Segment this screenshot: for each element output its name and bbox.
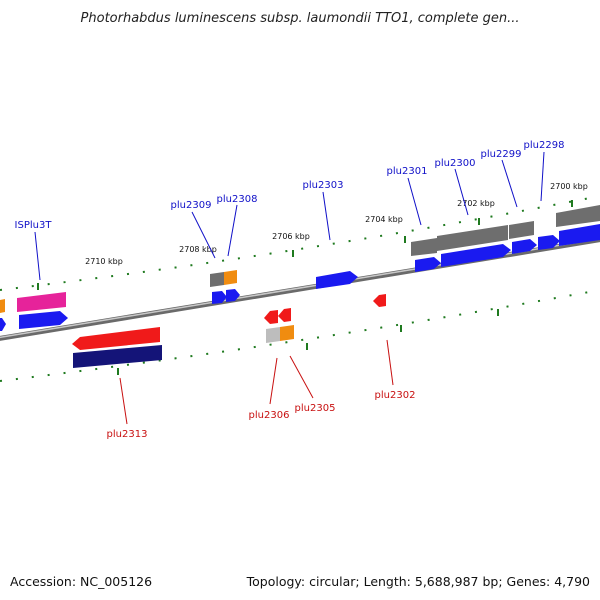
scale-label-2710: 2710 kbp [85,257,123,266]
scale-label-2708: 2708 kbp [179,245,217,254]
gene-label-plu2300[interactable]: plu2300 [435,158,476,169]
gene-label-plu2308[interactable]: plu2308 [217,194,258,205]
gene-label-isplu3t[interactable]: ISPlu3T [15,220,53,231]
gene-plu2300[interactable] [441,244,511,267]
gene-label-plu2299[interactable]: plu2299 [481,149,522,160]
gene-label-plu2306[interactable]: plu2306 [249,410,290,421]
scale-label-2702: 2702 kbp [457,199,495,208]
gene-plu2309-gray[interactable] [210,272,224,287]
gene-plu2300-gray[interactable] [437,225,508,251]
gene-label-plu2313[interactable]: plu2313 [107,429,148,440]
gene-plu2313-navy[interactable] [73,345,162,368]
scale-label-2706: 2706 kbp [272,232,310,241]
gene-label-plu2309[interactable]: plu2309 [171,200,212,211]
gene-label-plu2298[interactable]: plu2298 [524,140,565,151]
gene-left-orange[interactable] [0,299,5,313]
lower-leader-lines [119,339,394,425]
gene-plu2308[interactable] [226,289,240,302]
gene-plu2305-orange[interactable] [280,325,294,341]
upper-leader-lines [34,151,545,281]
scale-track-lower [0,289,600,382]
gene-plu2309[interactable] [212,291,227,304]
scale-track-upper [0,195,600,291]
gene-plu2305[interactable] [278,308,291,322]
gene-plu2306-gray[interactable] [266,327,280,343]
gene-plu2301[interactable] [415,257,441,272]
gene-plu2303[interactable] [316,271,358,289]
genome-summary-text: Topology: circular; Length: 5,688,987 bp… [246,574,590,589]
gene-plu2302[interactable] [373,294,386,307]
gene-plu2313[interactable] [72,327,160,350]
gene-label-plu2301[interactable]: plu2301 [387,166,428,177]
scale-label-2704: 2704 kbp [365,215,403,224]
gene-plu2306[interactable] [264,310,278,324]
gene-plu2301-gray[interactable] [411,238,437,256]
scale-major-ticks [37,200,573,375]
gene-label-plu2303[interactable]: plu2303 [303,180,344,191]
scale-label-2700: 2700 kbp [550,182,588,191]
gene-label-plu2305[interactable]: plu2305 [295,403,336,414]
gene-isplu3t[interactable] [17,292,66,312]
gene-gray-feature[interactable] [556,205,600,227]
gene-left-blue[interactable] [0,318,6,331]
gene-plu2298[interactable] [538,235,560,250]
genome-backbone [0,237,600,341]
gene-plu2299-gray[interactable] [509,221,534,239]
map-title: Photorhabdus luminescens subsp. laumondi… [81,11,520,26]
gene-blue-feature[interactable] [559,224,600,246]
gene-plu2299[interactable] [512,239,537,254]
gene-isplu3t-blue[interactable] [19,311,68,329]
gene-label-plu2302[interactable]: plu2302 [375,390,416,401]
accession-text: Accession: NC_005126 [10,574,152,589]
gene-plu2308-orange[interactable] [224,270,237,285]
